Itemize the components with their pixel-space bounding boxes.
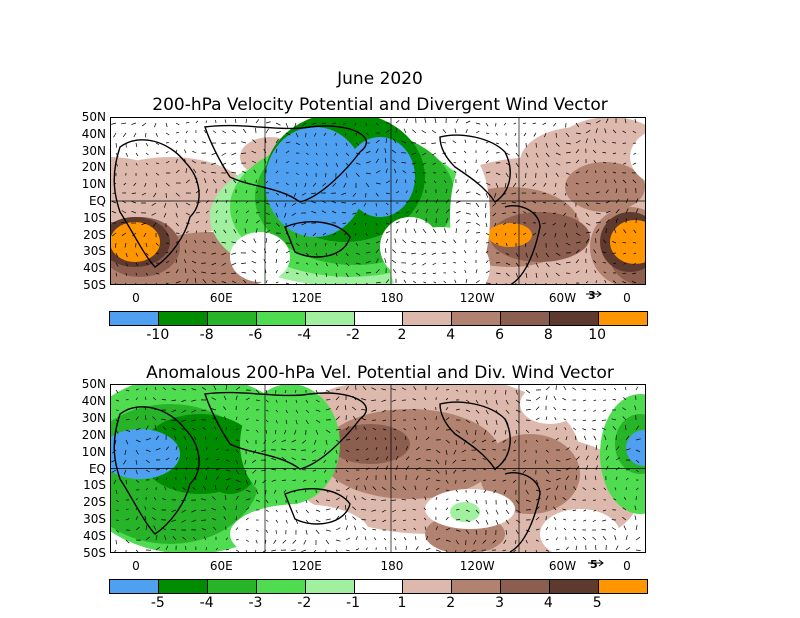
colorbar-swatch	[158, 312, 208, 325]
longitude-label: 0	[623, 291, 631, 305]
latitude-label: 10N	[81, 177, 106, 192]
colorbar-swatch	[599, 580, 647, 593]
colorbar-swatch	[354, 312, 404, 325]
colorbar-swatch	[599, 312, 647, 325]
colorbar-label: 1	[397, 595, 407, 611]
colorbar-label: -6	[248, 327, 263, 343]
latitude-label: 40N	[81, 393, 106, 408]
colorbar-swatch	[452, 312, 502, 325]
colorbar-label: -2	[297, 595, 312, 611]
colorbar-label: 5	[592, 595, 602, 611]
longitude-label: 60W	[548, 559, 577, 573]
longitude-label: 60E	[209, 291, 233, 305]
latitude-label: EQ	[88, 194, 106, 208]
colorbar-swatch	[403, 580, 453, 593]
colorbar-swatch	[501, 580, 551, 593]
latitude-label: 20S	[83, 495, 106, 510]
panel1-field	[110, 117, 646, 285]
colorbar-swatch	[550, 580, 600, 593]
longitude-label: 0	[623, 559, 631, 573]
colorbar-label: 3	[495, 595, 504, 611]
colorbar-swatch	[501, 312, 551, 325]
colorbar-swatch	[550, 312, 600, 325]
panel1-vector-reference: 3	[588, 289, 596, 302]
colorbar-label: -2	[346, 327, 361, 343]
colorbar-label: -10	[146, 327, 170, 343]
panel1-title: 200-hPa Velocity Potential and Divergent…	[152, 95, 608, 115]
colorbar-swatch	[207, 312, 257, 325]
latitude-label: 50S	[83, 546, 106, 560]
latitude-label: 20S	[83, 227, 106, 242]
colorbar-label: -1	[346, 595, 361, 611]
colorbar-swatch	[403, 312, 453, 325]
longitude-label: 120E	[291, 559, 322, 573]
latitude-label: 30N	[81, 143, 106, 158]
colorbar-label: -5	[150, 595, 165, 611]
latitude-label: 40S	[83, 529, 106, 544]
colorbar-label: -8	[199, 327, 214, 343]
colorbar-swatch	[207, 580, 257, 593]
longitude-label: 60W	[548, 291, 577, 305]
panel2-title: Anomalous 200-hPa Vel. Potential and Div…	[146, 363, 614, 383]
latitude-label: 10S	[83, 478, 106, 493]
panel1-map	[110, 117, 646, 285]
colorbar-swatch	[110, 312, 159, 325]
panel1-colorbar	[109, 311, 648, 326]
colorbar-swatch	[354, 580, 404, 593]
latitude-label: 50S	[83, 278, 106, 292]
longitude-label: 120W	[459, 291, 495, 305]
longitude-label: 120E	[291, 291, 322, 305]
longitude-label: 180	[380, 559, 404, 573]
colorbar-swatch	[256, 580, 306, 593]
colorbar-swatch	[305, 312, 355, 325]
colorbar-label: -3	[248, 595, 263, 611]
colorbar-swatch	[452, 580, 502, 593]
panel1-reference-arrow	[586, 290, 602, 298]
colorbar-label: -4	[199, 595, 214, 611]
panel2-map	[110, 384, 646, 553]
panel2-vector-reference: 5	[590, 558, 598, 571]
colorbar-label: 4	[446, 327, 456, 343]
colorbar-label: -4	[297, 327, 312, 343]
latitude-label: 10S	[83, 210, 106, 225]
latitude-label: 50N	[81, 377, 106, 391]
latitude-label: 50N	[81, 110, 106, 124]
latitude-label: 30S	[83, 512, 106, 527]
colorbar-label: 2	[397, 327, 407, 343]
latitude-label: 30N	[81, 410, 106, 425]
latitude-label: 20N	[81, 160, 106, 175]
figure-title: June 2020	[337, 69, 423, 89]
panel2-reference-arrow	[588, 559, 604, 567]
colorbar-swatch	[256, 312, 306, 325]
colorbar-swatch	[110, 580, 159, 593]
colorbar-label: 2	[446, 595, 456, 611]
longitude-label: 0	[132, 559, 140, 573]
colorbar-label: 8	[543, 327, 553, 343]
colorbar-swatch	[158, 580, 208, 593]
panel2-field	[110, 384, 646, 553]
longitude-label: 60E	[209, 559, 233, 573]
colorbar-swatch	[305, 580, 355, 593]
longitude-label: 0	[132, 291, 140, 305]
latitude-label: 20N	[81, 427, 106, 442]
colorbar-label: 4	[543, 595, 553, 611]
latitude-label: 40S	[83, 261, 106, 276]
longitude-label: 120W	[459, 559, 495, 573]
panel2-colorbar	[109, 579, 648, 594]
colorbar-label: 6	[495, 327, 504, 343]
latitude-label: 40N	[81, 126, 106, 141]
longitude-label: 180	[380, 291, 404, 305]
colorbar-label: 10	[588, 327, 607, 343]
latitude-label: EQ	[88, 461, 106, 476]
latitude-label: 30S	[83, 244, 106, 259]
latitude-label: 10N	[81, 444, 106, 459]
